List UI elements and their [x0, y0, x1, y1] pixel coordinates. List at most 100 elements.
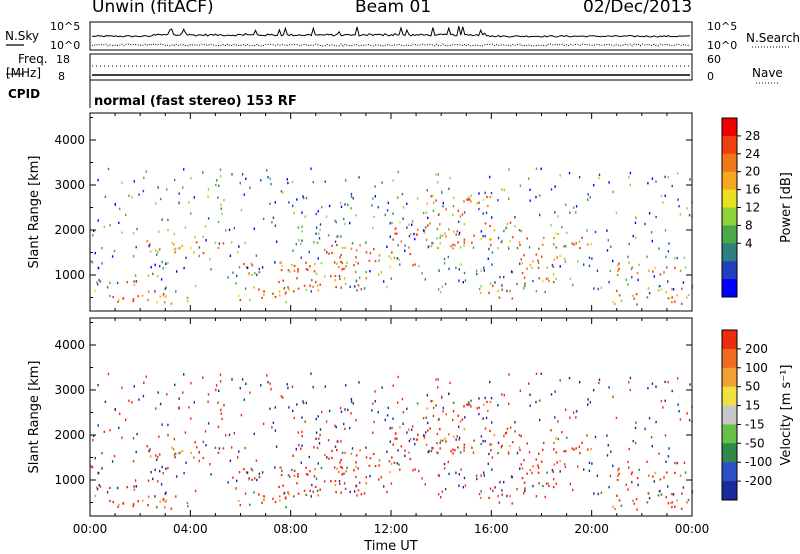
echo-cell [636, 272, 639, 275]
echo-cell [397, 244, 399, 247]
echo-cell [354, 285, 356, 288]
echo-cell [292, 249, 294, 252]
echo-cell [671, 501, 674, 504]
velocity-colorbar-tick-label: -50 [745, 436, 765, 450]
echo-cell [489, 238, 491, 241]
echo-cell [548, 279, 550, 283]
echo-cell [448, 267, 450, 271]
echo-cell [340, 260, 342, 263]
power-colorbar-label: Power [dB] [779, 172, 794, 243]
echo-cell [182, 391, 184, 394]
echo-cell [293, 264, 296, 267]
echo-cell [683, 256, 686, 259]
echo-cell [333, 261, 336, 264]
echo-cell [401, 397, 404, 401]
echo-cell [258, 288, 260, 291]
echo-cell [443, 262, 446, 265]
echo-cell [577, 465, 579, 468]
echo-cell [489, 400, 492, 404]
echo-cell [335, 491, 337, 494]
echo-cell [300, 256, 302, 259]
echo-cell [439, 223, 441, 226]
echo-cell [239, 387, 241, 390]
echo-cell [128, 194, 130, 197]
echo-cell [111, 255, 114, 258]
echo-cell [319, 228, 321, 232]
echo-cell [516, 246, 519, 250]
echo-cell [389, 440, 391, 443]
echo-cell [671, 288, 673, 291]
echo-cell [416, 402, 419, 405]
echo-cell [629, 388, 631, 392]
echo-cell [310, 290, 312, 293]
echo-cell [319, 283, 321, 286]
echo-cell [142, 394, 145, 398]
echo-cell [483, 266, 485, 269]
echo-cell [147, 495, 150, 498]
velocity-colorbar-swatch [722, 405, 737, 425]
echo-cell [326, 251, 328, 254]
echo-cell [575, 211, 577, 214]
echo-cell [429, 222, 431, 225]
echo-cell [439, 236, 441, 239]
echo-cell [425, 443, 428, 446]
echo-cell [327, 439, 330, 442]
echo-cell [193, 196, 195, 199]
echo-cell [561, 226, 563, 229]
velocity-colorbar-tick-label: -15 [745, 417, 765, 431]
echo-cell [479, 291, 482, 294]
echo-cell [441, 395, 443, 398]
echo-cell [232, 271, 234, 274]
echo-cell [278, 290, 281, 293]
echo-cell [676, 461, 678, 465]
echo-cell [125, 213, 127, 216]
echo-cell [532, 465, 534, 468]
echo-cell [448, 472, 450, 476]
panel-bg [90, 113, 692, 311]
echo-cell [663, 271, 665, 274]
echo-cell [498, 296, 501, 299]
nsearch-series [91, 43, 691, 47]
echo-cell [514, 216, 516, 219]
echo-cell [418, 469, 420, 473]
echo-cell [538, 482, 540, 485]
echo-cell [634, 236, 637, 240]
echo-cell [286, 178, 288, 181]
echo-cell [463, 428, 466, 431]
freq-unit-label: [MHz] [6, 66, 42, 80]
echo-cell [313, 241, 315, 244]
echo-cell [658, 247, 660, 250]
echo-cell [170, 507, 173, 510]
echo-cell [452, 213, 454, 217]
echo-cell [399, 263, 401, 266]
echo-cell [437, 173, 439, 176]
echo-cell [178, 192, 180, 195]
echo-cell [659, 489, 661, 493]
echo-cell [301, 211, 303, 214]
echo-cell [274, 295, 277, 299]
echo-cell [586, 229, 588, 232]
echo-cell [648, 212, 651, 215]
echo-cell [411, 223, 413, 226]
echo-cell [535, 253, 538, 256]
echo-cell [374, 260, 377, 263]
echo-cell [374, 390, 376, 393]
echo-cell [683, 461, 686, 464]
echo-cell [552, 486, 555, 489]
echo-cell [460, 263, 462, 266]
echo-cell [647, 492, 650, 495]
echo-cell [390, 482, 393, 485]
echo-cell [484, 396, 486, 400]
echo-cell [388, 460, 391, 463]
echo-cell [655, 180, 657, 183]
echo-cell [411, 425, 414, 428]
echo-cell [222, 242, 225, 245]
echo-cell [241, 378, 244, 381]
echo-cell [499, 275, 501, 279]
echo-cell [606, 434, 608, 437]
echo-cell [554, 211, 556, 214]
echo-cell [559, 174, 561, 177]
echo-cell [568, 171, 571, 175]
echo-cell [171, 241, 173, 244]
echo-cell [221, 212, 223, 216]
